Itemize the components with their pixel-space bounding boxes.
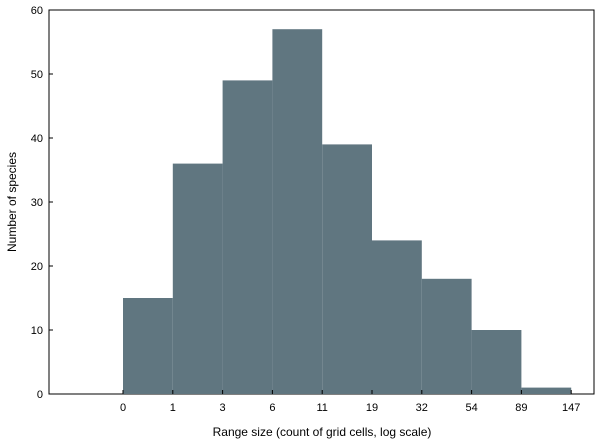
y-axis-label: Number of species: [5, 152, 19, 252]
y-tick-label: 10: [31, 325, 43, 337]
x-tick-label: 0: [120, 402, 126, 414]
x-tick-label: 54: [465, 402, 477, 414]
x-tick-label: 89: [515, 402, 527, 414]
y-axis-ticks: 0 10 20 30 40 50 60: [31, 5, 53, 401]
y-tick-label: 40: [31, 133, 43, 145]
x-tick-label: 32: [416, 402, 428, 414]
x-tick-label: 147: [562, 402, 580, 414]
y-tick-label: 20: [31, 261, 43, 273]
bar-6-11: [272, 29, 323, 394]
y-tick-label: 60: [31, 5, 43, 17]
bar-1-3: [172, 163, 223, 394]
x-tick-label: 11: [316, 402, 327, 414]
y-tick-label: 0: [37, 389, 43, 401]
x-axis-label: Range size (count of grid cells, log sca…: [213, 425, 432, 439]
bar-32-54: [421, 278, 472, 394]
bar-89-147: [521, 387, 572, 394]
x-tick-label: 1: [170, 402, 176, 414]
x-axis-ticks: 0 1 3 6 11 19 32 54 89 147: [120, 390, 580, 414]
y-tick-label: 50: [31, 69, 43, 81]
bar-19-32: [372, 240, 422, 394]
x-tick-label: 6: [269, 402, 275, 414]
bars: [123, 29, 572, 395]
bar-54-89: [471, 330, 522, 394]
bar-11-19: [322, 144, 372, 394]
y-tick-label: 30: [31, 197, 43, 209]
x-tick-label: 19: [366, 402, 378, 414]
bar-3-6: [222, 80, 273, 395]
bar-0-1: [123, 298, 173, 394]
x-tick-label: 3: [220, 402, 226, 414]
